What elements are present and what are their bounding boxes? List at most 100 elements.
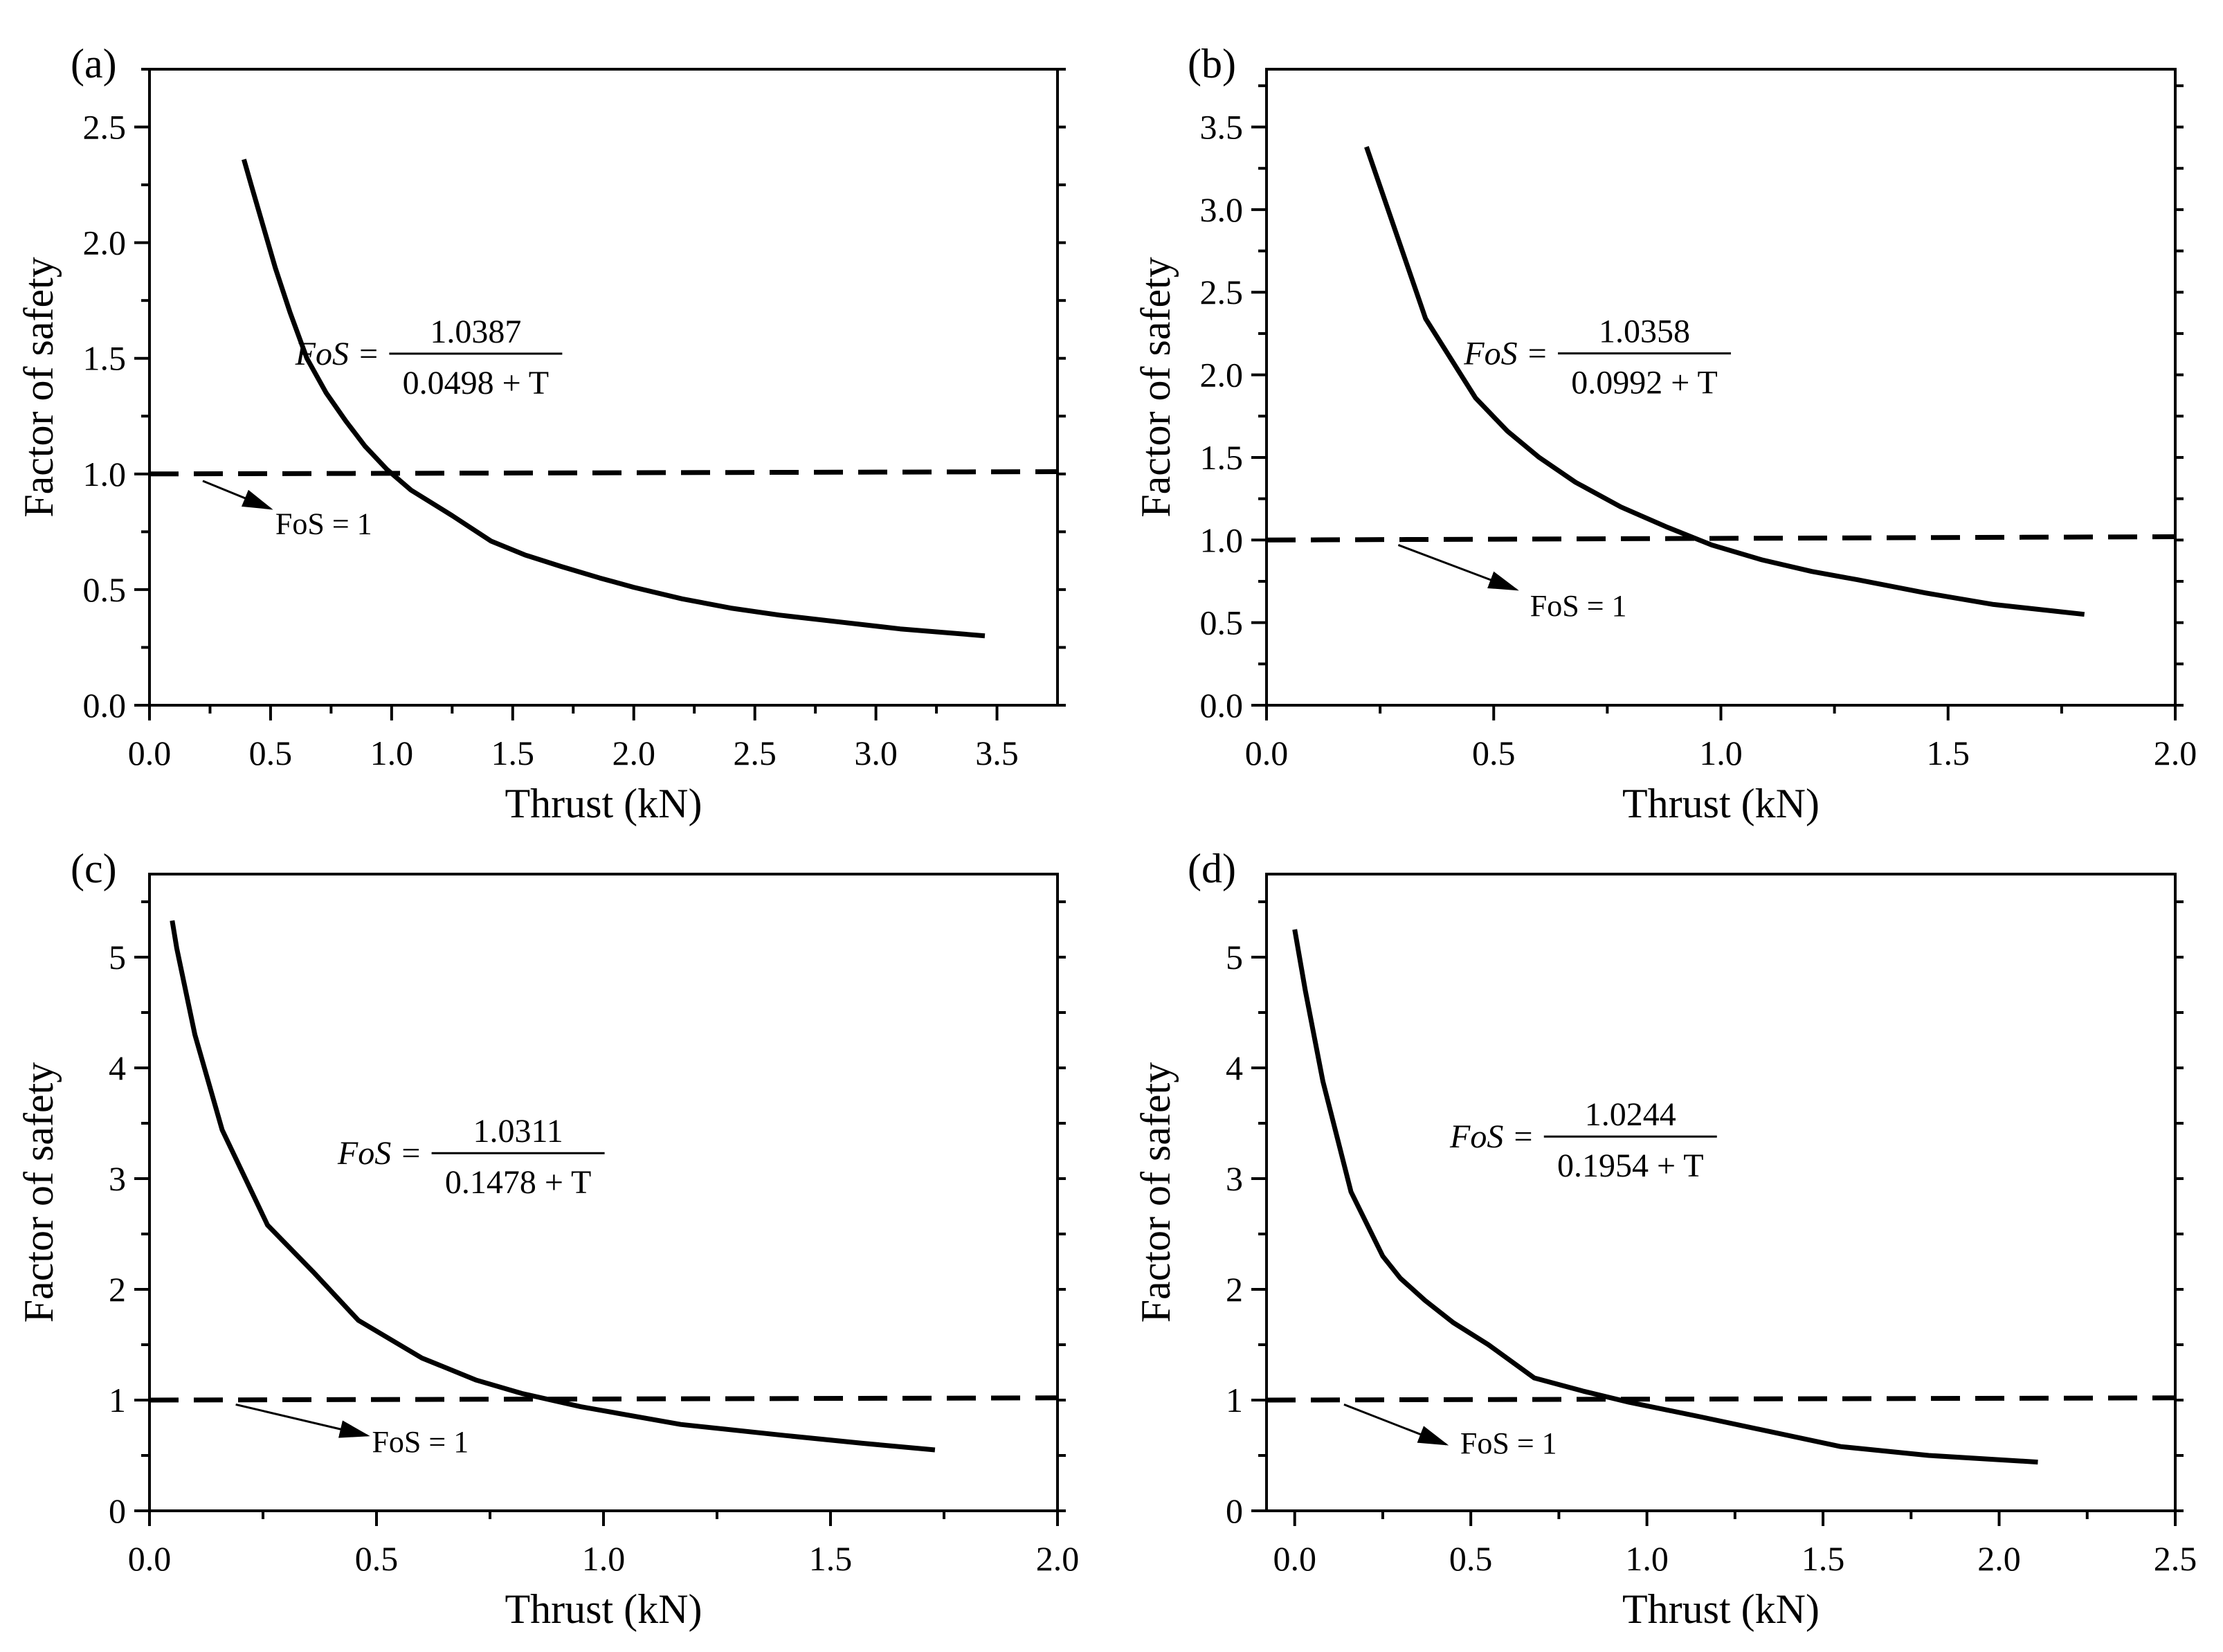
y-tick-label: 1.5: [83, 339, 127, 378]
x-axis-title: Thrust (kN): [1622, 781, 1820, 826]
equation-numerator: 1.0358: [1599, 314, 1690, 350]
x-tick-label: 1.5: [809, 1539, 853, 1578]
x-tick-label: 2.5: [2154, 1539, 2197, 1578]
y-tick-label: 0.0: [1200, 686, 1244, 725]
y-axis-title: Factor of safety: [16, 257, 62, 518]
x-tick-label: 0.0: [1273, 1539, 1316, 1578]
y-tick-label: 3: [109, 1159, 126, 1198]
panel-label: (b): [1188, 41, 1236, 87]
y-tick-label: 2.5: [1200, 273, 1244, 311]
y-tick-label: 2: [1226, 1270, 1243, 1309]
equation-denominator: 0.1954 + T: [1557, 1147, 1704, 1184]
equation-lhs: FoS =: [337, 1135, 422, 1172]
x-tick-label: 2.0: [1977, 1539, 2021, 1578]
y-tick-label: 2.5: [83, 108, 127, 147]
equation-lhs: FoS =: [1449, 1118, 1534, 1155]
equation-lhs: FoS =: [1463, 336, 1548, 372]
x-axis-title: Thrust (kN): [505, 1586, 702, 1632]
panel-a: 0.0 0.5 1.0 1.5 2.0 2.5 3.0 3.5 0.0 0.5 1.0 1.5 2.0 2…: [16, 41, 1066, 826]
fos-curve: [1292, 929, 2038, 1465]
x-tick-label: 1.5: [1927, 734, 1970, 772]
reference-line-fos-1: [1266, 534, 2176, 543]
plot-frame: [1265, 873, 2177, 1512]
y-tick-label: 4: [1226, 1049, 1243, 1087]
x-tick-label: 0.0: [128, 1539, 172, 1578]
y-tick-label: 0.5: [1200, 603, 1244, 642]
x-tick-label: 0.0: [128, 734, 172, 772]
y-tick-label: 2.0: [83, 224, 127, 262]
annotation-label: FoS = 1: [275, 507, 372, 541]
y-tick-label: 3: [1226, 1159, 1243, 1198]
x-tick-label: 2.0: [1036, 1539, 1080, 1578]
x-tick-label: 1.0: [582, 1539, 626, 1578]
y-tick-label: 1: [1226, 1381, 1243, 1419]
panel-c: 0.0 0.5 1.0 1.5 2.0 0 1 2 3 4 5 Thrust (kN) Factor o…: [16, 846, 1079, 1632]
annotation-arrow: [1343, 1404, 1449, 1446]
y-axis-title: Factor of safety: [16, 1062, 62, 1323]
y-tick-label: 3.0: [1200, 190, 1244, 229]
y-tick-label: 0: [109, 1491, 126, 1530]
y-tick-label: 5: [1226, 938, 1243, 977]
y-axis-title: Factor of safety: [1133, 257, 1179, 518]
y-axis-title: Factor of safety: [1133, 1062, 1179, 1323]
y-tick-label: 3.5: [1200, 108, 1244, 147]
x-tick-label: 2.0: [2154, 734, 2197, 772]
panel-d: 0.0 0.5 1.0 1.5 2.0 2.5 0 1 2 3 4 5 Thrust (kN) Facto…: [1133, 846, 2197, 1632]
annotation-arrow: [235, 1403, 370, 1438]
reference-line-fos-1: [1266, 1395, 2176, 1403]
panel-label: (d): [1188, 846, 1236, 891]
x-tick-label: 3.0: [854, 734, 898, 772]
y-tick-label: 1.5: [1200, 438, 1244, 477]
x-tick-label: 3.5: [975, 734, 1019, 772]
x-tick-label: 2.0: [612, 734, 655, 772]
equation-numerator: 1.0387: [430, 314, 521, 350]
fos-equation: FoS = 1.0311 0.1478 + T: [337, 1113, 605, 1201]
x-tick-label: 1.5: [491, 734, 535, 772]
fos-equation: FoS = 1.0244 0.1954 + T: [1449, 1096, 1717, 1184]
equation-numerator: 1.0244: [1585, 1096, 1676, 1133]
equation-denominator: 0.0992 + T: [1571, 365, 1718, 401]
plot-frame: [148, 68, 1059, 707]
fos-curve: [242, 158, 986, 639]
equation-numerator: 1.0311: [473, 1113, 563, 1150]
x-tick-label: 1.5: [1802, 1539, 1845, 1578]
y-tick-label: 1: [109, 1381, 126, 1419]
fos-curve: [170, 920, 936, 1453]
fos-equation: FoS = 1.0387 0.0498 + T: [295, 314, 563, 401]
y-tick-label: 4: [109, 1049, 126, 1087]
reference-line-fos-1: [149, 1395, 1058, 1403]
y-tick-label: 5: [109, 938, 126, 977]
annotation-arrow: [1397, 544, 1519, 591]
x-tick-label: 1.0: [1699, 734, 1743, 772]
x-tick-label: 0.5: [249, 734, 293, 772]
x-tick-label: 0.0: [1245, 734, 1289, 772]
fos-curve: [1364, 146, 2085, 617]
x-tick-label: 0.5: [1449, 1539, 1493, 1578]
x-tick-label: 1.0: [1625, 1539, 1669, 1578]
annotation-arrow: [202, 480, 273, 510]
reference-line-fos-1: [149, 469, 1058, 477]
x-tick-label: 1.0: [370, 734, 414, 772]
equation-lhs: FoS =: [295, 336, 380, 372]
equation-denominator: 0.1478 + T: [445, 1164, 592, 1201]
y-tick-label: 1.0: [83, 455, 127, 493]
annotation-label: FoS = 1: [1530, 589, 1627, 623]
panel-b: 0.0 0.5 1.0 1.5 2.0 0.0 0.5 1.0 1.5 2.0 2.5 3.0 3.5 T…: [1133, 41, 2197, 826]
y-tick-label: 0.5: [83, 570, 127, 609]
x-tick-label: 0.5: [355, 1539, 399, 1578]
y-tick-label: 1.0: [1200, 520, 1244, 559]
x-tick-label: 0.5: [1472, 734, 1516, 772]
annotation-label: FoS = 1: [1460, 1426, 1557, 1460]
fos-equation: FoS = 1.0358 0.0992 + T: [1463, 314, 1732, 401]
equation-denominator: 0.0498 + T: [403, 365, 550, 401]
x-axis-title: Thrust (kN): [505, 781, 702, 826]
y-tick-label: 2: [109, 1270, 126, 1309]
annotation-label: FoS = 1: [372, 1425, 469, 1459]
x-axis-title: Thrust (kN): [1622, 1586, 1820, 1632]
y-tick-label: 0: [1226, 1491, 1243, 1530]
panel-label: (c): [71, 846, 117, 891]
x-tick-label: 2.5: [733, 734, 777, 772]
panel-label: (a): [71, 41, 117, 87]
y-tick-label: 0.0: [83, 686, 127, 725]
